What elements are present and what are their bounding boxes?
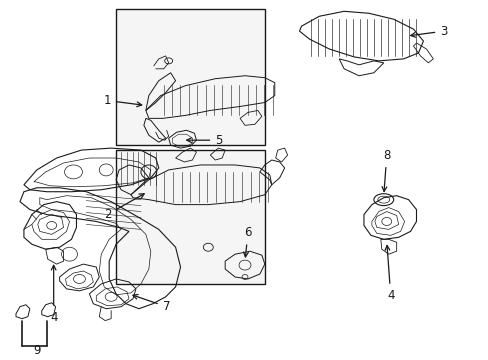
- Text: 4: 4: [384, 246, 394, 302]
- Text: 1: 1: [103, 94, 142, 107]
- Text: 4: 4: [50, 265, 57, 324]
- Text: 3: 3: [410, 24, 447, 38]
- Text: 2: 2: [103, 194, 144, 221]
- Text: 6: 6: [243, 226, 251, 257]
- Text: 5: 5: [186, 134, 222, 147]
- Bar: [116, 150, 264, 284]
- Text: 7: 7: [133, 294, 170, 313]
- Bar: [116, 9, 264, 145]
- Text: 9: 9: [33, 344, 41, 357]
- Text: 8: 8: [381, 149, 389, 192]
